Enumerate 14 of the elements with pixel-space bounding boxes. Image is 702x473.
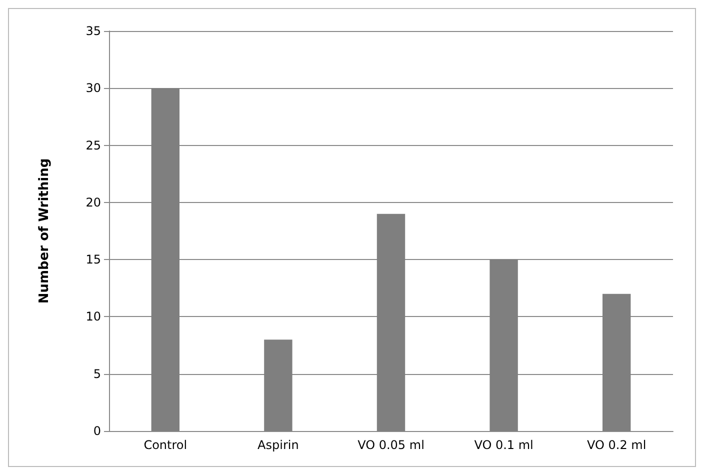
y-tick-label: 0: [93, 424, 101, 438]
y-tick-label: 20: [86, 195, 101, 210]
y-tick-label: 15: [86, 252, 101, 267]
y-tick-label: 30: [86, 81, 101, 96]
y-tick-label: 10: [86, 310, 101, 324]
x-tick-label: Control: [144, 438, 188, 452]
y-tick-label: 35: [86, 24, 101, 38]
y-tick-label: 5: [93, 366, 101, 381]
x-tick-label: VO 0.05 ml: [358, 438, 424, 452]
y-tick-label: 25: [86, 138, 101, 152]
y-axis-title: Number of Writhing: [37, 158, 52, 304]
x-tick-label: VO 0.2 ml: [587, 438, 646, 452]
x-tick-label: Aspirin: [258, 438, 299, 452]
x-tick-label: VO 0.1 ml: [474, 438, 534, 452]
